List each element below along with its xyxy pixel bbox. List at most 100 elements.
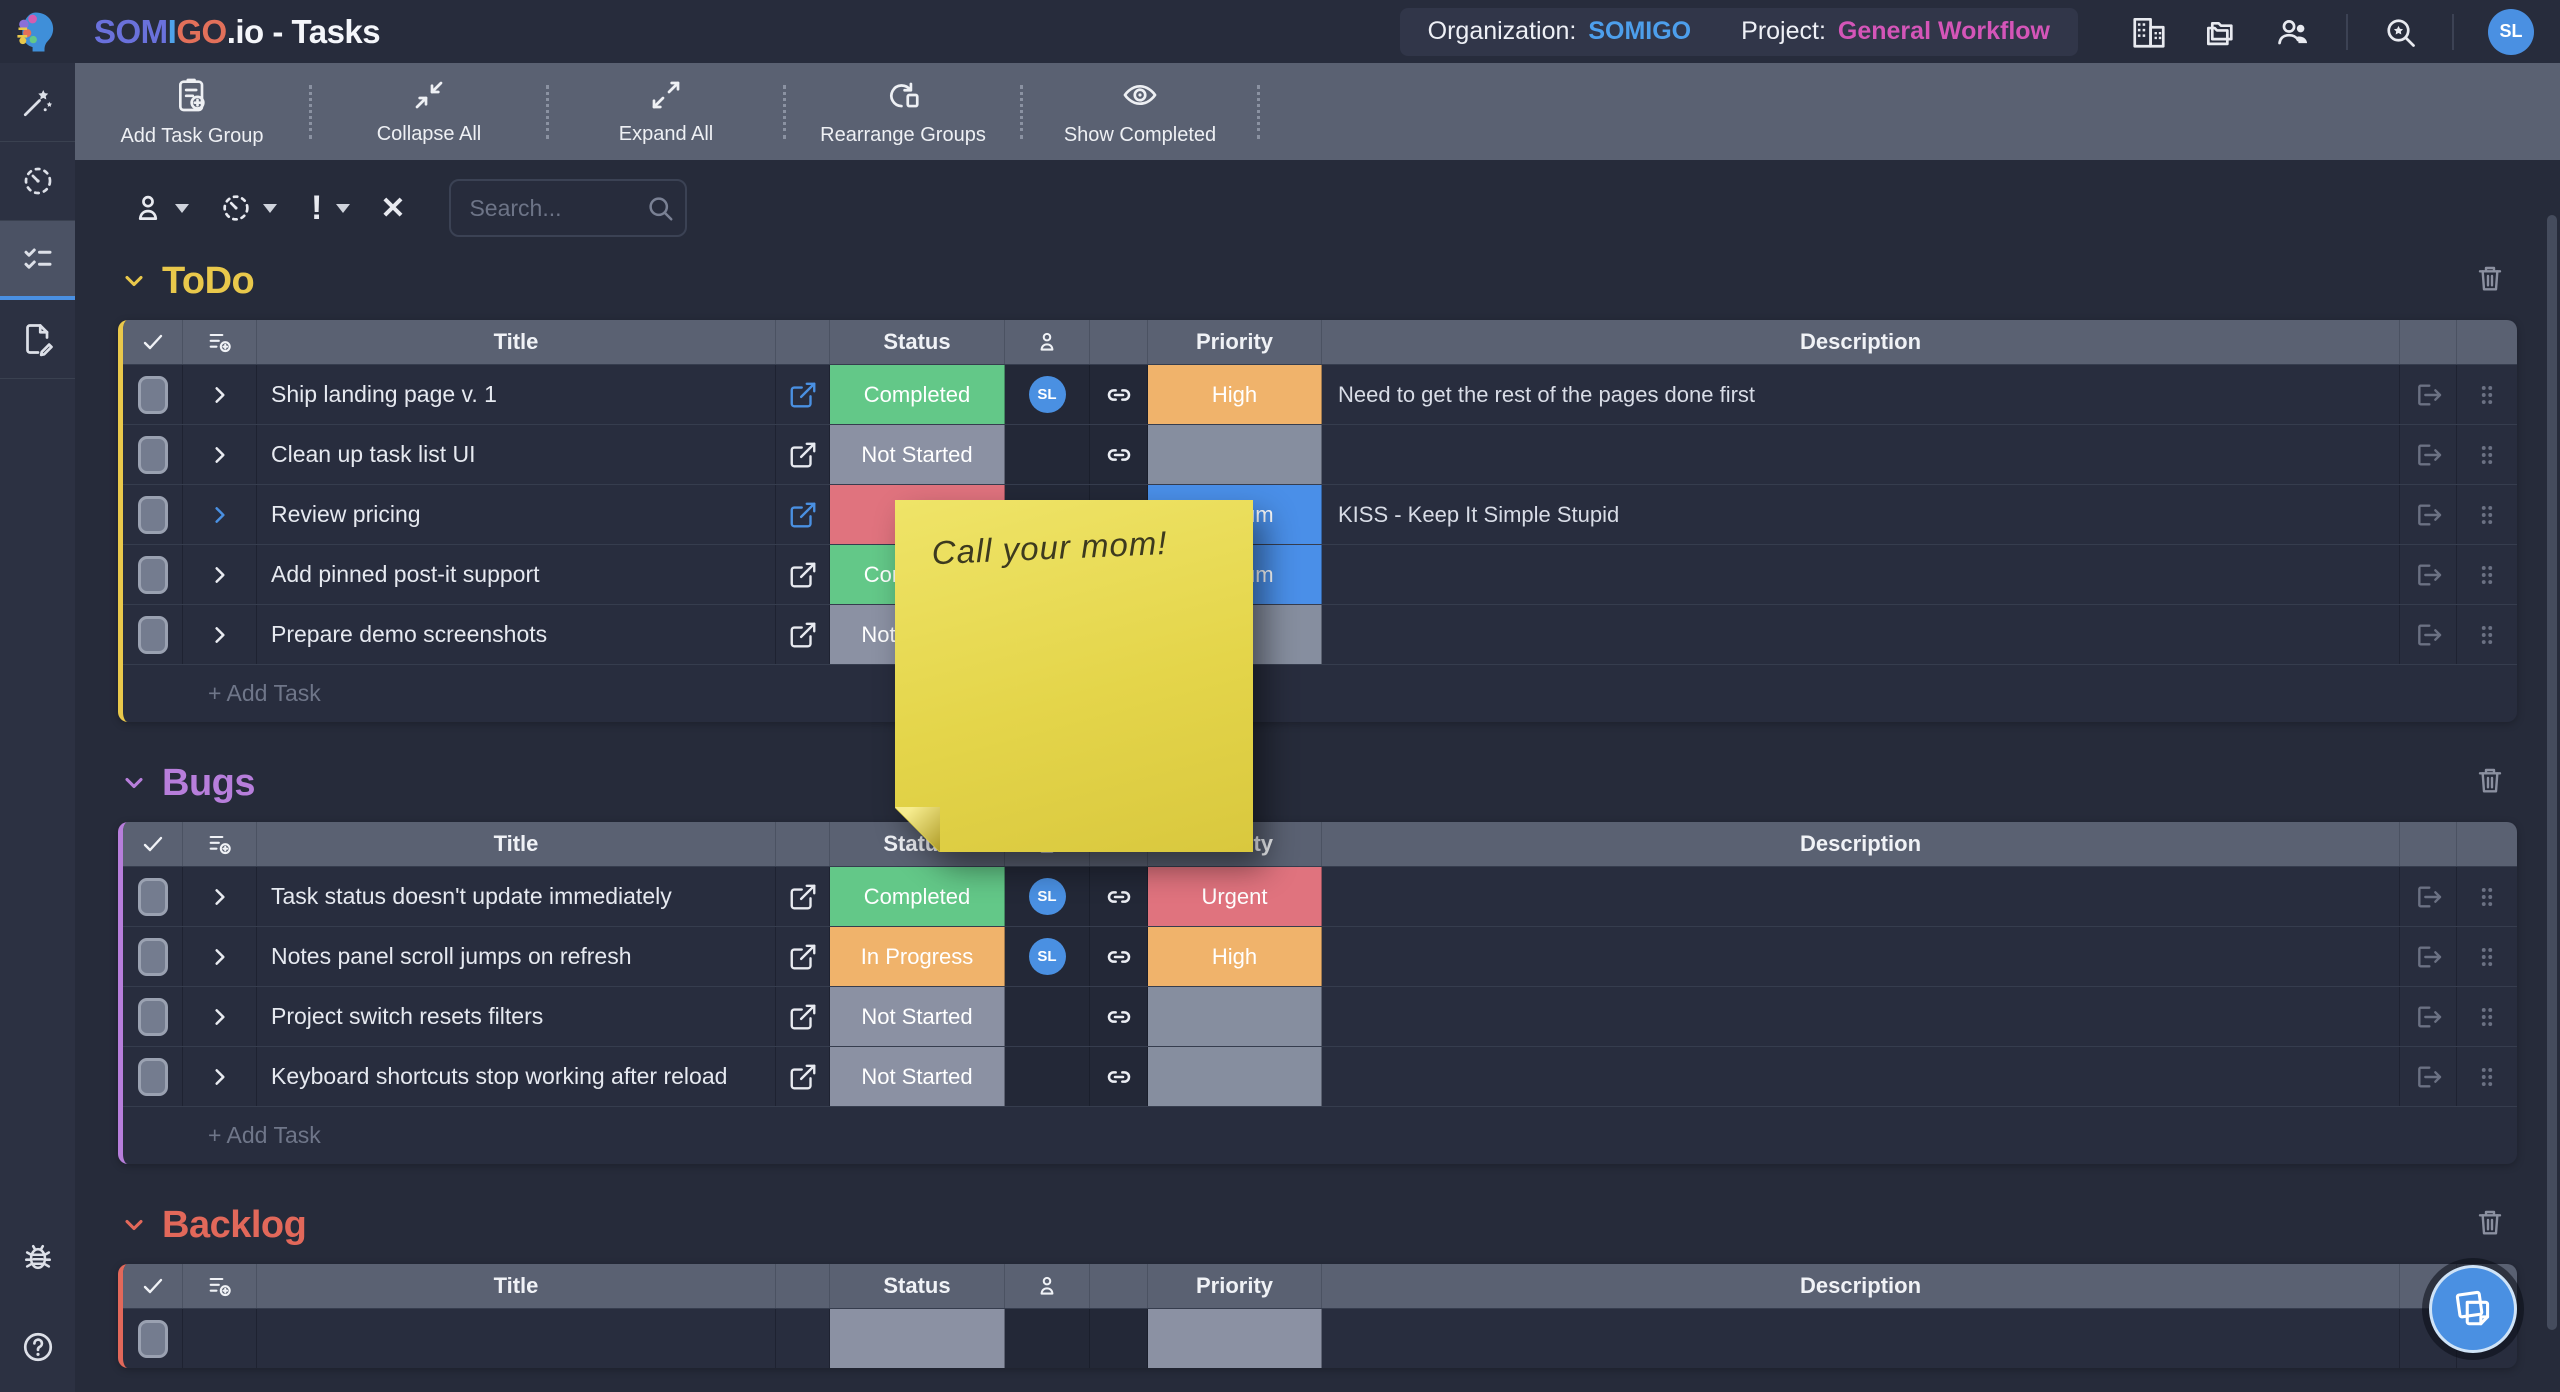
expand-task-chevron[interactable] — [210, 385, 230, 405]
add-task-button[interactable]: + Add Task — [123, 1106, 2517, 1164]
drag-handle-icon[interactable] — [2474, 442, 2500, 468]
drag-handle-icon[interactable] — [2474, 502, 2500, 528]
link-icon[interactable] — [1103, 941, 1135, 973]
status-column-header[interactable]: Status — [830, 1264, 1005, 1308]
priority-column-header[interactable]: Priority — [1148, 1264, 1322, 1308]
description-column-header[interactable]: Description — [1322, 1264, 2400, 1308]
move-task-icon[interactable] — [2412, 559, 2444, 591]
sidebar-item-wand[interactable] — [0, 63, 75, 142]
move-task-icon[interactable] — [2412, 379, 2444, 411]
open-task-icon[interactable] — [788, 942, 818, 972]
link-icon[interactable] — [1103, 1001, 1135, 1033]
status-cell[interactable]: In Progress — [830, 927, 1005, 986]
open-task-icon[interactable] — [788, 380, 818, 410]
sidebar-item-notes[interactable] — [0, 300, 75, 379]
task-title[interactable]: Prepare demo screenshots — [257, 605, 776, 664]
title-column-header[interactable]: Title — [257, 1264, 776, 1308]
open-task-icon[interactable] — [788, 882, 818, 912]
priority-cell[interactable]: High — [1148, 365, 1322, 424]
expand-task-chevron[interactable] — [210, 1007, 230, 1027]
description-column-header[interactable]: Description — [1322, 822, 2400, 866]
task-checkbox[interactable] — [137, 615, 168, 654]
move-task-icon[interactable] — [2412, 619, 2444, 651]
drag-handle-icon[interactable] — [2474, 622, 2500, 648]
open-task-icon[interactable] — [788, 1002, 818, 1032]
task-checkbox[interactable] — [137, 877, 168, 916]
task-checkbox[interactable] — [137, 1319, 168, 1358]
open-task-icon[interactable] — [788, 560, 818, 590]
group-title[interactable]: Bugs — [162, 761, 256, 804]
description-column-header[interactable]: Description — [1322, 320, 2400, 364]
expand-task-chevron[interactable] — [210, 565, 230, 585]
add-task-button[interactable]: + Add Task — [123, 664, 2517, 722]
open-task-icon[interactable] — [788, 1062, 818, 1092]
priority-column-header[interactable]: Priority — [1148, 320, 1322, 364]
delete-group-button[interactable] — [2474, 764, 2506, 796]
open-task-icon[interactable] — [788, 620, 818, 650]
drag-handle-icon[interactable] — [2474, 884, 2500, 910]
priority-cell[interactable]: Urgent — [1148, 867, 1322, 926]
rearrange-groups-button[interactable]: Rearrange Groups — [786, 76, 1020, 147]
drag-handle-icon[interactable] — [2474, 944, 2500, 970]
projects-icon[interactable] — [2202, 13, 2240, 51]
sidebar-item-timer[interactable] — [0, 142, 75, 221]
priority-filter-button[interactable]: ! — [307, 189, 351, 228]
task-checkbox[interactable] — [137, 1057, 168, 1096]
delete-group-button[interactable] — [2474, 262, 2506, 294]
title-column-header[interactable]: Title — [257, 822, 776, 866]
move-task-icon[interactable] — [2412, 1001, 2444, 1033]
priority-cell[interactable] — [1148, 1309, 1322, 1368]
organizations-icon[interactable] — [2130, 13, 2168, 51]
sidebar-item-tasks[interactable] — [0, 221, 75, 300]
organization-value[interactable]: SOMIGO — [1588, 17, 1692, 45]
assignee-avatar[interactable]: SL — [1028, 938, 1066, 975]
team-icon[interactable] — [2274, 13, 2312, 51]
priority-cell[interactable] — [1148, 425, 1322, 484]
select-all-check-icon[interactable] — [123, 822, 183, 866]
task-title[interactable]: Task status doesn't update immediately — [257, 867, 776, 926]
group-collapse-chevron-icon[interactable] — [120, 769, 148, 797]
task-checkbox[interactable] — [137, 997, 168, 1036]
priority-cell[interactable] — [1148, 987, 1322, 1046]
status-cell[interactable] — [830, 1309, 1005, 1368]
assignee-filter-button[interactable] — [131, 191, 189, 225]
group-collapse-chevron-icon[interactable] — [120, 267, 148, 295]
group-title[interactable]: ToDo — [162, 259, 255, 302]
user-avatar[interactable]: SL — [2488, 8, 2534, 55]
assignee-avatar[interactable]: SL — [1028, 878, 1066, 915]
move-task-icon[interactable] — [2412, 881, 2444, 913]
status-cell[interactable]: Completed — [830, 365, 1005, 424]
drag-handle-icon[interactable] — [2474, 562, 2500, 588]
open-task-icon[interactable] — [788, 440, 818, 470]
sidebar-item-bug-report[interactable] — [0, 1212, 75, 1302]
search-icon[interactable] — [2382, 14, 2418, 50]
drag-handle-icon[interactable] — [2474, 382, 2500, 408]
link-icon[interactable] — [1103, 379, 1135, 411]
status-cell[interactable]: Completed — [830, 867, 1005, 926]
task-title[interactable] — [257, 1309, 776, 1368]
move-task-icon[interactable] — [2412, 439, 2444, 471]
select-all-check-icon[interactable] — [123, 320, 183, 364]
task-title[interactable]: Project switch resets filters — [257, 987, 776, 1046]
move-task-icon[interactable] — [2412, 1061, 2444, 1093]
expand-task-chevron[interactable] — [210, 505, 230, 525]
show-completed-button[interactable]: Show Completed — [1023, 76, 1257, 147]
task-checkbox[interactable] — [137, 435, 168, 474]
expand-task-chevron[interactable] — [210, 947, 230, 967]
drag-handle-icon[interactable] — [2474, 1004, 2500, 1030]
move-task-icon[interactable] — [2412, 499, 2444, 531]
priority-cell[interactable] — [1148, 1047, 1322, 1106]
priority-cell[interactable]: High — [1148, 927, 1322, 986]
open-task-icon[interactable] — [788, 500, 818, 530]
collapse-all-button[interactable]: Collapse All — [312, 77, 546, 146]
sticky-note[interactable]: Call your mom! — [895, 500, 1253, 852]
status-cell[interactable]: Not Started — [830, 425, 1005, 484]
task-title[interactable]: Clean up task list UI — [257, 425, 776, 484]
status-cell[interactable]: Not Started — [830, 1047, 1005, 1106]
drag-handle-icon[interactable] — [2474, 1064, 2500, 1090]
title-column-header[interactable]: Title — [257, 320, 776, 364]
add-task-group-button[interactable]: Add Task Group — [75, 75, 309, 148]
expand-task-chevron[interactable] — [210, 1067, 230, 1087]
task-title[interactable]: Keyboard shortcuts stop working after re… — [257, 1047, 776, 1106]
task-title[interactable]: Notes panel scroll jumps on refresh — [257, 927, 776, 986]
